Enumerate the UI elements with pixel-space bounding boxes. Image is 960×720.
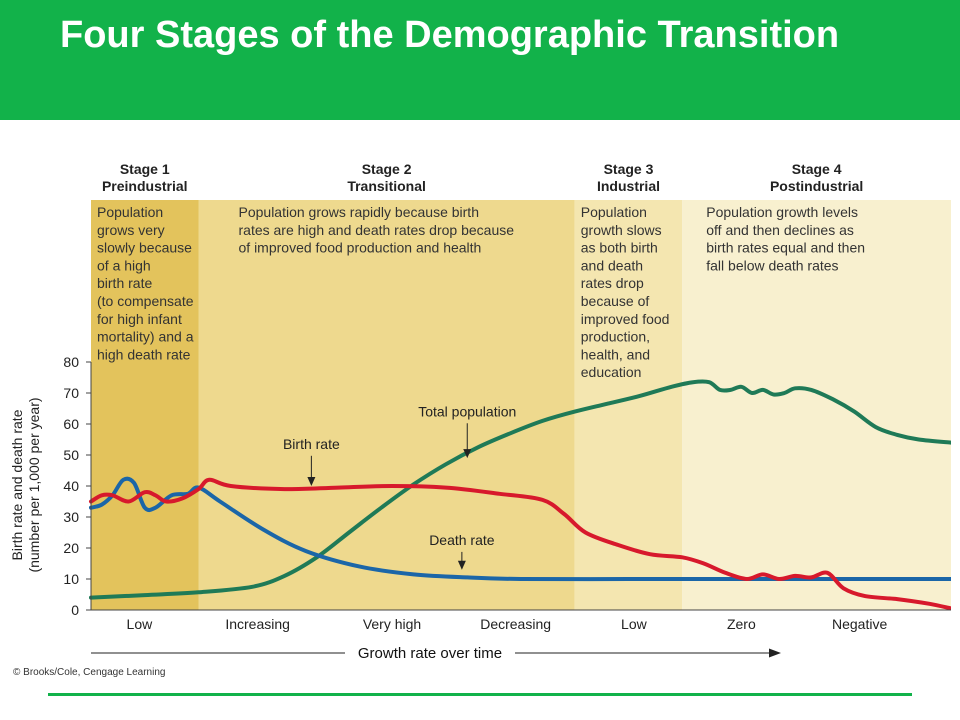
- stage-2-label: Transitional: [347, 178, 426, 194]
- stage-1-description-line: slowly because: [97, 240, 192, 256]
- stage-3-description-line: improved food: [581, 311, 670, 327]
- image-credit: © Brooks/Cole, Cengage Learning: [13, 667, 165, 678]
- birth-rate-annotation: Birth rate: [283, 436, 340, 452]
- y-tick-label: 60: [63, 416, 79, 432]
- death-rate-line: [89, 476, 953, 582]
- total-population-line: [89, 379, 953, 600]
- stage-1-label: Preindustrial: [102, 178, 188, 194]
- stage-1-description-line: birth rate: [97, 275, 152, 291]
- stage-2-number: Stage 2: [362, 161, 412, 177]
- slide-title: Four Stages of the Demographic Transitio…: [60, 14, 840, 56]
- death-rate-pointer-head: [457, 560, 466, 570]
- y-tick-label: 80: [63, 354, 79, 370]
- stage-3-label: Industrial: [597, 178, 660, 194]
- y-axis-label: Birth rate and death rate: [9, 409, 25, 560]
- stage-4-label: Postindustrial: [770, 178, 863, 194]
- stage-3-description-line: Population: [581, 204, 647, 220]
- total-population-pointer-head: [463, 449, 472, 459]
- stage-3-description-line: health, and: [581, 346, 650, 362]
- x-category-label: Zero: [727, 616, 756, 632]
- stage-4-description-line: fall below death rates: [706, 257, 838, 273]
- stage-4-description-line: off and then declines as: [706, 222, 854, 238]
- stage-2-description-line: of improved food production and health: [239, 240, 482, 256]
- stage-1-description-line: Population: [97, 204, 163, 220]
- x-axis-label: Growth rate over time: [358, 645, 502, 662]
- y-tick-label: 40: [63, 478, 79, 494]
- stage-1-description-line: high death rate: [97, 346, 191, 362]
- stage-3-description-line: because of: [581, 293, 650, 309]
- x-category-label: Very high: [363, 616, 421, 632]
- stage-2-description-line: rates are high and death rates drop beca…: [239, 222, 515, 238]
- stage-1-description-line: for high infant: [97, 311, 182, 327]
- stage-3-description-line: and death: [581, 257, 643, 273]
- y-tick-label: 0: [71, 602, 79, 618]
- stage-4-description-line: Population growth levels: [706, 204, 858, 220]
- x-category-label: Low: [621, 616, 648, 632]
- footer-divider: [48, 693, 912, 696]
- y-tick-label: 70: [63, 385, 79, 401]
- y-tick-label: 50: [63, 447, 79, 463]
- x-category-label: Low: [127, 616, 154, 632]
- stage-3-band: [574, 200, 683, 610]
- title-bar: Four Stages of the Demographic Transitio…: [0, 0, 960, 120]
- stage-1-description-line: of a high: [97, 257, 151, 273]
- stage-2-band: [198, 200, 575, 610]
- stage-1-description-line: mortality) and a: [97, 329, 194, 345]
- x-category-label: Increasing: [225, 616, 290, 632]
- stage-3-description-line: production,: [581, 329, 650, 345]
- stage-3-description-line: as both birth: [581, 240, 658, 256]
- stage-1-number: Stage 1: [120, 161, 170, 177]
- total-population-annotation: Total population: [418, 403, 516, 419]
- stage-3-description-line: education: [581, 364, 642, 380]
- x-category-label: Decreasing: [480, 616, 551, 632]
- y-tick-label: 20: [63, 540, 79, 556]
- x-axis-label-background: [345, 642, 515, 662]
- demographic-transition-figure: Stage 1 Preindustrial Population grows very…: [9, 160, 953, 680]
- growth-arrow-head: [769, 648, 781, 658]
- stage-1-band: [91, 200, 199, 610]
- stage-3-description-line: rates drop: [581, 275, 644, 291]
- y-tick-label: 10: [63, 571, 79, 587]
- stage-4-band: [682, 200, 951, 610]
- stage-4-number: Stage 4: [792, 161, 842, 177]
- stage-3-number: Stage 3: [604, 161, 654, 177]
- stage-4-description-line: birth rates equal and then: [706, 240, 865, 256]
- y-tick-label: 30: [63, 509, 79, 525]
- stage-3-description-line: growth slows: [581, 222, 662, 238]
- stage-1-description-line: grows very: [97, 222, 165, 238]
- birth-rate-pointer-head: [307, 477, 316, 486]
- y-axis-label: (number per 1,000 per year): [26, 397, 42, 572]
- stage-2-description-line: Population grows rapidly because birth: [239, 204, 479, 220]
- death-rate-annotation: Death rate: [429, 532, 495, 548]
- birth-rate-line: [89, 477, 953, 611]
- x-category-label: Negative: [832, 616, 887, 632]
- stage-1-description-line: (to compensate: [97, 293, 194, 309]
